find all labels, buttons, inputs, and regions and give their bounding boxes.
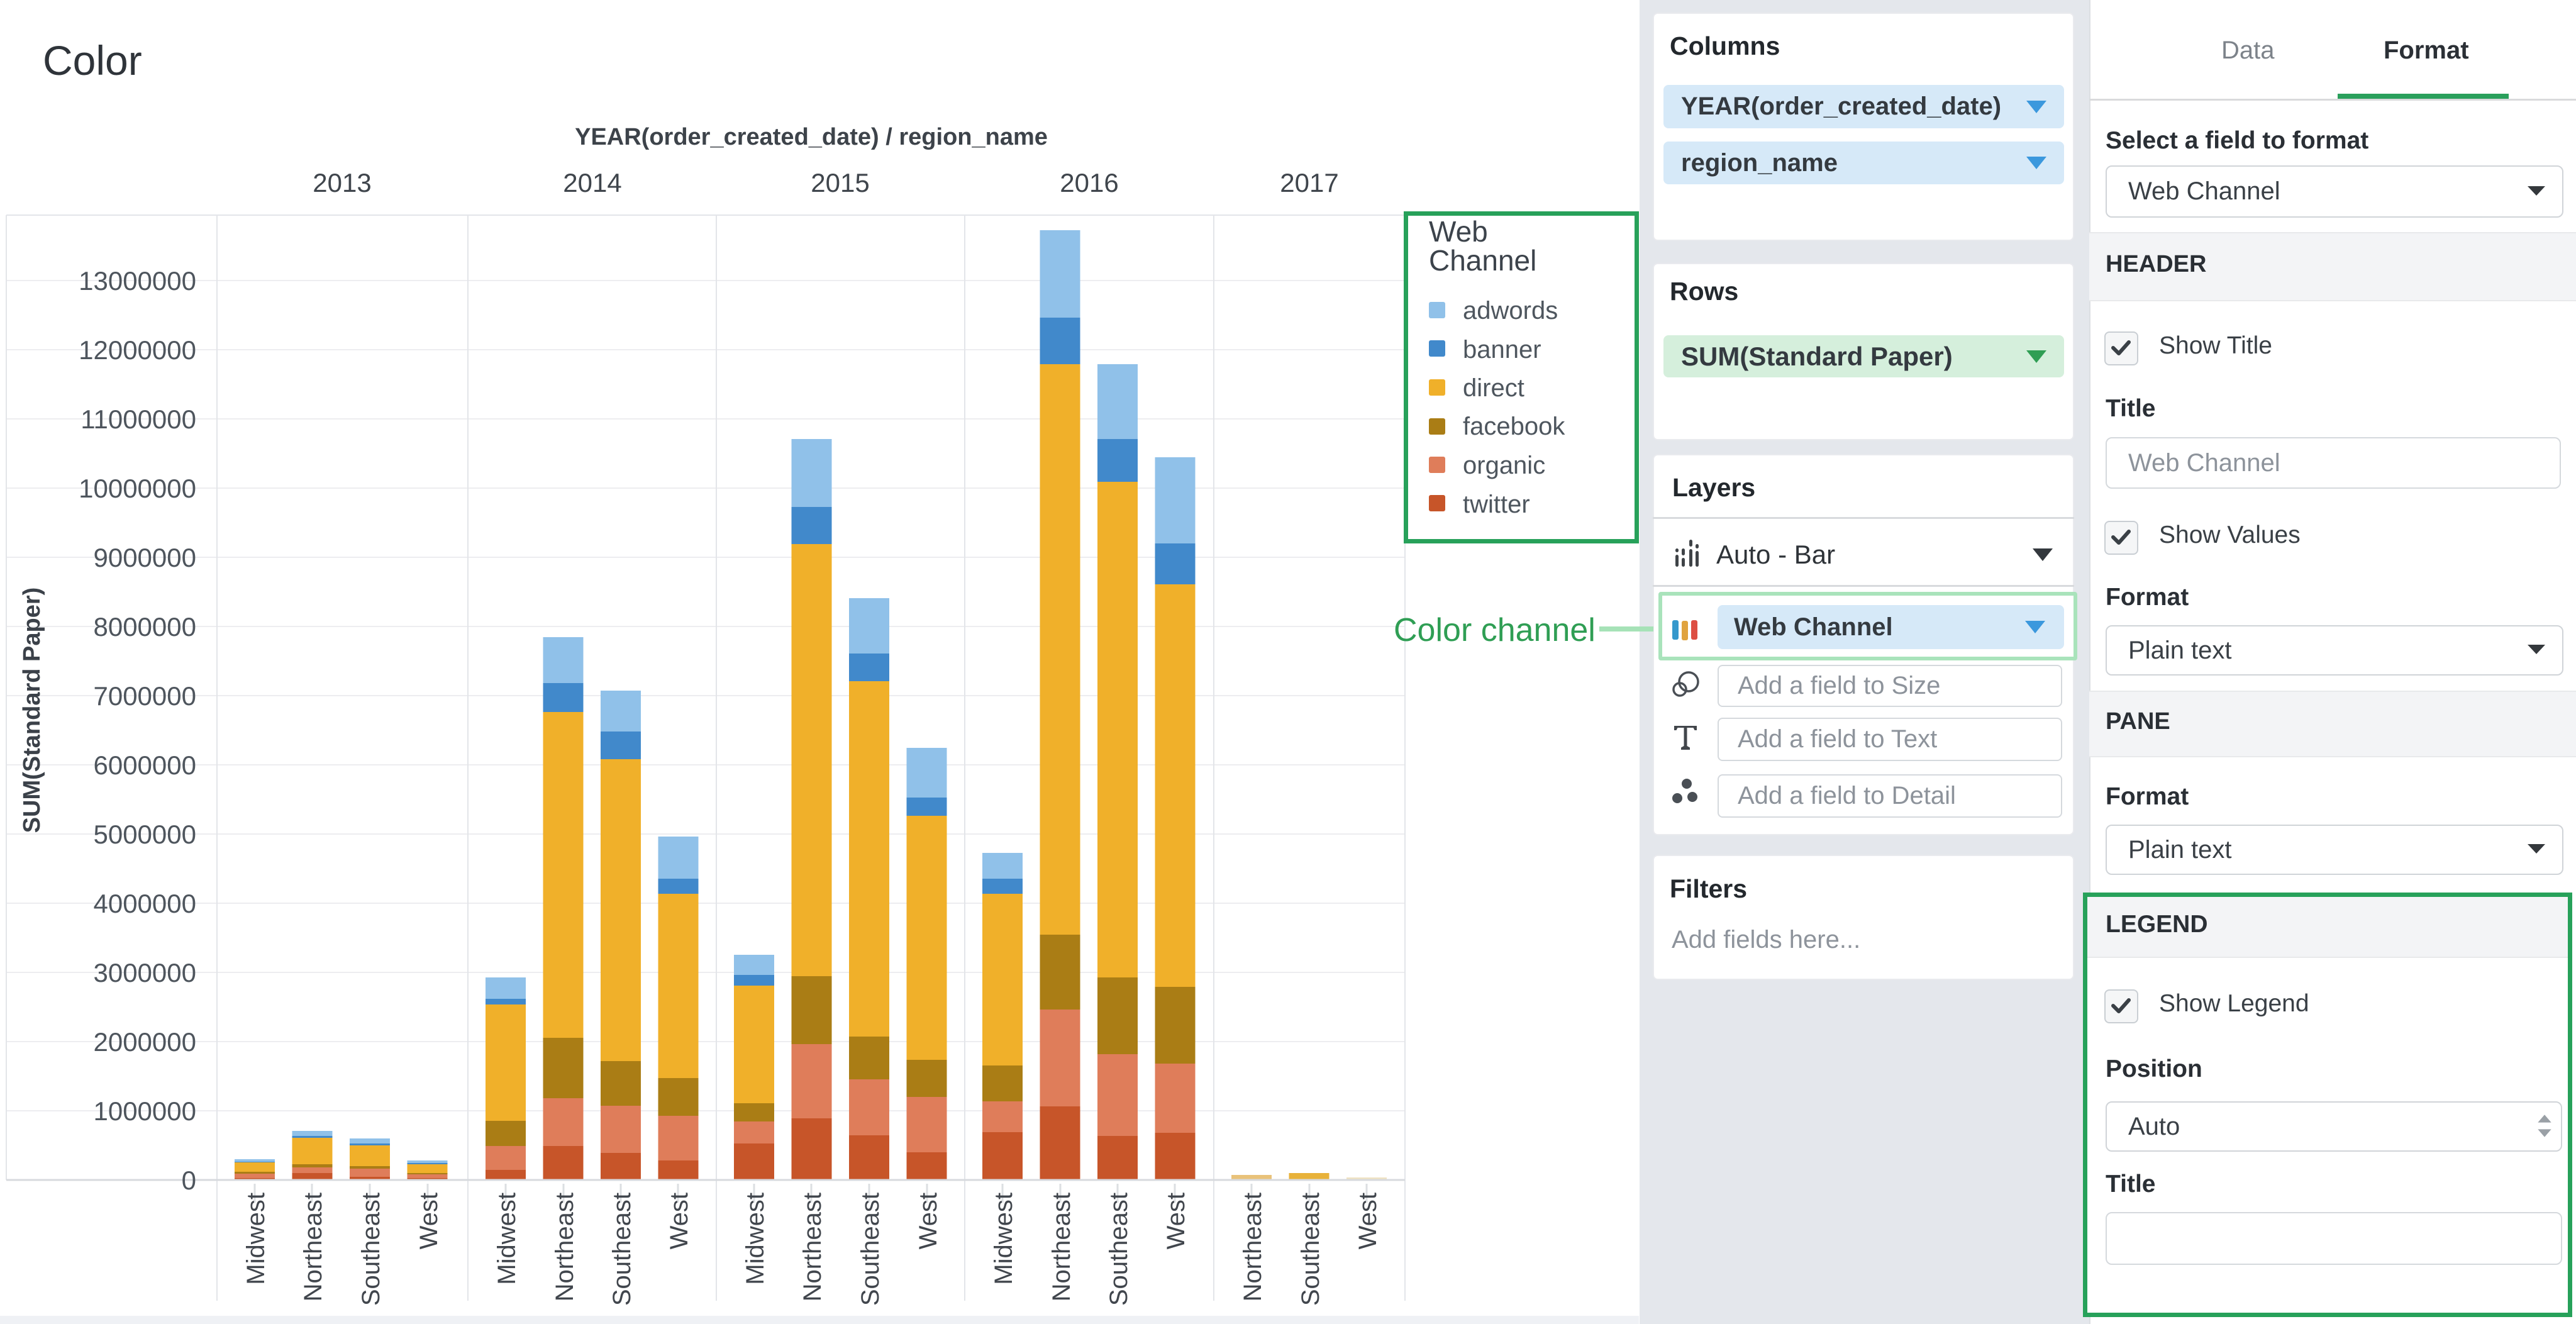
- svg-text:Web: Web: [1429, 215, 1488, 248]
- svg-text:10000000: 10000000: [79, 474, 196, 503]
- svg-text:banner: banner: [1463, 336, 1541, 364]
- svg-text:8000000: 8000000: [93, 612, 196, 642]
- svg-text:Northeast: Northeast: [799, 1193, 826, 1301]
- svg-text:adwords: adwords: [1463, 297, 1558, 325]
- svg-text:Midwest: Midwest: [741, 1193, 769, 1285]
- svg-text:Midwest: Midwest: [990, 1193, 1018, 1285]
- svg-text:West: West: [1354, 1193, 1382, 1249]
- svg-text:2017: 2017: [1280, 168, 1338, 197]
- svg-text:4000000: 4000000: [93, 889, 196, 918]
- svg-text:13000000: 13000000: [79, 266, 196, 296]
- svg-text:YEAR(order_created_date) / reg: YEAR(order_created_date) / region_name: [575, 124, 1048, 150]
- svg-text:2013: 2013: [313, 168, 371, 197]
- svg-text:3000000: 3000000: [93, 958, 196, 987]
- svg-text:Southeast: Southeast: [857, 1193, 884, 1306]
- svg-text:West: West: [914, 1193, 942, 1249]
- svg-text:facebook: facebook: [1463, 413, 1565, 440]
- svg-text:Northeast: Northeast: [299, 1193, 327, 1301]
- svg-text:Color: Color: [43, 37, 142, 84]
- svg-text:Southeast: Southeast: [357, 1193, 385, 1306]
- svg-text:Midwest: Midwest: [242, 1193, 270, 1285]
- svg-text:5000000: 5000000: [93, 820, 196, 849]
- svg-text:2014: 2014: [563, 168, 621, 197]
- svg-text:Northeast: Northeast: [551, 1193, 579, 1301]
- svg-text:Northeast: Northeast: [1239, 1193, 1267, 1301]
- svg-text:SUM(Standard Paper): SUM(Standard Paper): [19, 587, 45, 833]
- svg-text:0: 0: [182, 1165, 196, 1195]
- svg-text:2016: 2016: [1060, 168, 1118, 197]
- svg-text:6000000: 6000000: [93, 750, 196, 780]
- svg-text:9000000: 9000000: [93, 543, 196, 572]
- svg-text:organic: organic: [1463, 452, 1545, 479]
- svg-text:Southeast: Southeast: [1297, 1193, 1324, 1306]
- svg-text:Northeast: Northeast: [1048, 1193, 1075, 1301]
- svg-text:11000000: 11000000: [80, 404, 196, 434]
- svg-text:West: West: [1162, 1193, 1190, 1249]
- svg-text:12000000: 12000000: [79, 335, 196, 365]
- svg-text:1000000: 1000000: [93, 1096, 196, 1126]
- svg-text:Southeast: Southeast: [608, 1193, 636, 1306]
- svg-text:West: West: [665, 1193, 693, 1249]
- svg-text:Midwest: Midwest: [493, 1193, 521, 1285]
- svg-text:Channel: Channel: [1429, 244, 1536, 277]
- svg-text:twitter: twitter: [1463, 491, 1530, 518]
- svg-text:Southeast: Southeast: [1105, 1193, 1133, 1306]
- svg-text:direct: direct: [1463, 374, 1524, 402]
- svg-text:2015: 2015: [811, 168, 869, 197]
- svg-text:7000000: 7000000: [93, 681, 196, 711]
- svg-text:2000000: 2000000: [93, 1027, 196, 1057]
- svg-text:West: West: [415, 1193, 443, 1249]
